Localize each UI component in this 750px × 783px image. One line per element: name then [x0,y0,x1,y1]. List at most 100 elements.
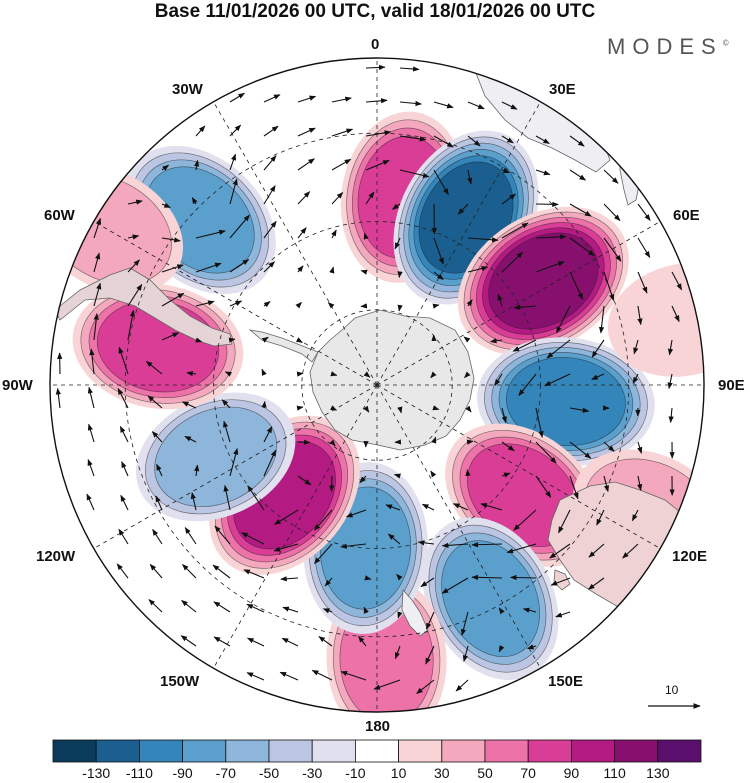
wind-arrow [465,469,471,477]
wind-arrow [550,577,571,586]
colorbar-tick-label: 130 [646,765,670,781]
wind-arrow [331,191,344,205]
wind-arrow [247,485,265,511]
wind-arrow [596,509,605,526]
colorbar-swatch [225,739,270,763]
wind-arrow [229,153,237,171]
wind-arrow [637,237,651,258]
lon-label-90e: 90E [718,377,745,394]
wind-arrow [297,191,311,205]
colorbar-tick-label: -10 [345,765,366,781]
wind-arrow [229,92,245,103]
wind-arrow [87,386,95,409]
wind-arrow [501,472,511,478]
lon-label-60w: 60W [44,207,75,224]
wind-arrow [229,178,238,205]
meridian-line [376,221,661,386]
wind-arrow [396,573,403,581]
anomaly-center [136,392,296,522]
wind-arrow [261,368,267,376]
wind-arrow [501,407,507,424]
wind-arrow [87,423,95,443]
wind-arrow [497,293,503,307]
meridian-line [376,384,541,669]
wind-arrow [296,405,304,411]
wind-vectors [55,64,683,694]
wind-arrow [223,484,231,511]
wind-arrow [385,504,401,511]
wind-arrow [622,543,639,559]
antarctica-shape [309,309,475,451]
wind-arrow [297,265,304,273]
wind-arrow [512,339,537,352]
wind-arrow [421,503,435,511]
wind-arrow [467,101,485,110]
wind-arrow [180,635,197,647]
wind-arrow [214,525,231,545]
wind-arrow [190,492,197,511]
wind-arrow [324,577,333,587]
wind-arrow [127,234,140,240]
wind-arrow [535,475,552,498]
wind-arrow [637,271,648,294]
wind-arrow [457,203,469,215]
lon-label-150w: 150W [160,673,200,690]
wind-arrow [394,645,401,660]
lon-label-60e: 60E [673,207,700,224]
wind-arrow [433,135,454,148]
wind-arrow [161,164,170,171]
wind-arrow [425,645,435,665]
wind-arrow [121,461,129,477]
colorbar-tick-label: 50 [477,765,493,781]
wind-arrow [535,234,567,240]
wind-arrow [569,407,590,413]
wind-arrow [161,332,180,341]
wind-arrow [340,543,367,549]
wind-arrow [498,607,505,615]
colorbar [52,739,702,763]
wind-arrow [535,261,565,273]
wind-arrow [246,603,265,613]
wind-arrow [161,264,184,273]
map-title: Base 11/01/2026 00 UTC, valid 18/01/2026… [154,1,596,22]
wind-arrow [229,300,243,307]
wind-arrow [360,269,368,275]
wind-arrow [433,101,454,109]
wind-arrow [149,563,163,579]
wind-arrow [633,339,639,355]
wind-arrow [314,543,333,564]
wind-arrow [433,169,449,196]
wind-arrow [569,169,587,181]
wind-arrow [152,528,163,545]
wind-arrow [118,528,129,545]
wind-arrow [430,371,437,379]
wind-arrow [89,348,95,375]
wind-arrow [399,66,420,72]
wind-arrow [397,406,403,414]
wind-arrow [145,360,163,375]
wind-arrow [295,337,303,344]
wind-arrow [546,339,571,359]
wind-arrow [297,227,307,239]
wind-arrow [156,463,163,477]
wind-arrow [544,373,571,387]
wind-arrow [246,672,265,681]
wind-arrow [182,563,197,579]
meridian-line [93,384,378,549]
colorbar-swatch [614,739,659,763]
wind-arrow [161,292,185,307]
wind-arrow [263,185,276,205]
wind-arrow [345,509,367,518]
wind-arrow [569,475,579,500]
wind-arrow [228,337,236,343]
wind-arrow [588,543,605,558]
colorbar-tick-label: -30 [302,765,323,781]
wind-arrow [501,168,510,174]
wind-arrow [296,371,304,377]
wind-arrow [195,300,215,307]
wind-arrow [365,130,392,137]
wind-arrow [318,636,333,647]
wind-arrow [363,606,369,614]
colorbar-swatch [138,739,183,763]
wind-arrow [127,199,143,205]
